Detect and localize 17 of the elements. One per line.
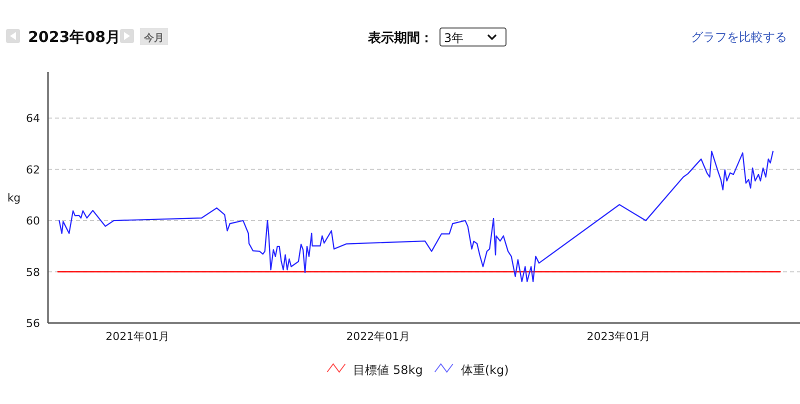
chart-title: 2023年08月: [28, 28, 121, 46]
y-tick-label: 60: [26, 214, 40, 228]
text: グラフを比較する: [691, 30, 787, 44]
y-tick-label: 62: [26, 163, 40, 176]
y-tick-label: 58: [26, 266, 40, 279]
line-series: [58, 150, 774, 282]
x-tick-label: 2021年01月: [106, 330, 170, 343]
text: 今月: [143, 32, 164, 44]
text: 表示期間：: [367, 31, 433, 46]
x-tick-label: 2023年01月: [586, 330, 651, 343]
y-axis-title: kg: [7, 192, 21, 204]
y-tick-label: 56: [26, 317, 40, 330]
y-tick-label: 64: [26, 112, 40, 126]
x-tick-label: 2022年01月: [346, 330, 410, 343]
legend-label: 目標値 58kg: [353, 363, 423, 377]
legend-label: 体重(kg): [460, 363, 509, 377]
text: 3年: [444, 31, 464, 45]
